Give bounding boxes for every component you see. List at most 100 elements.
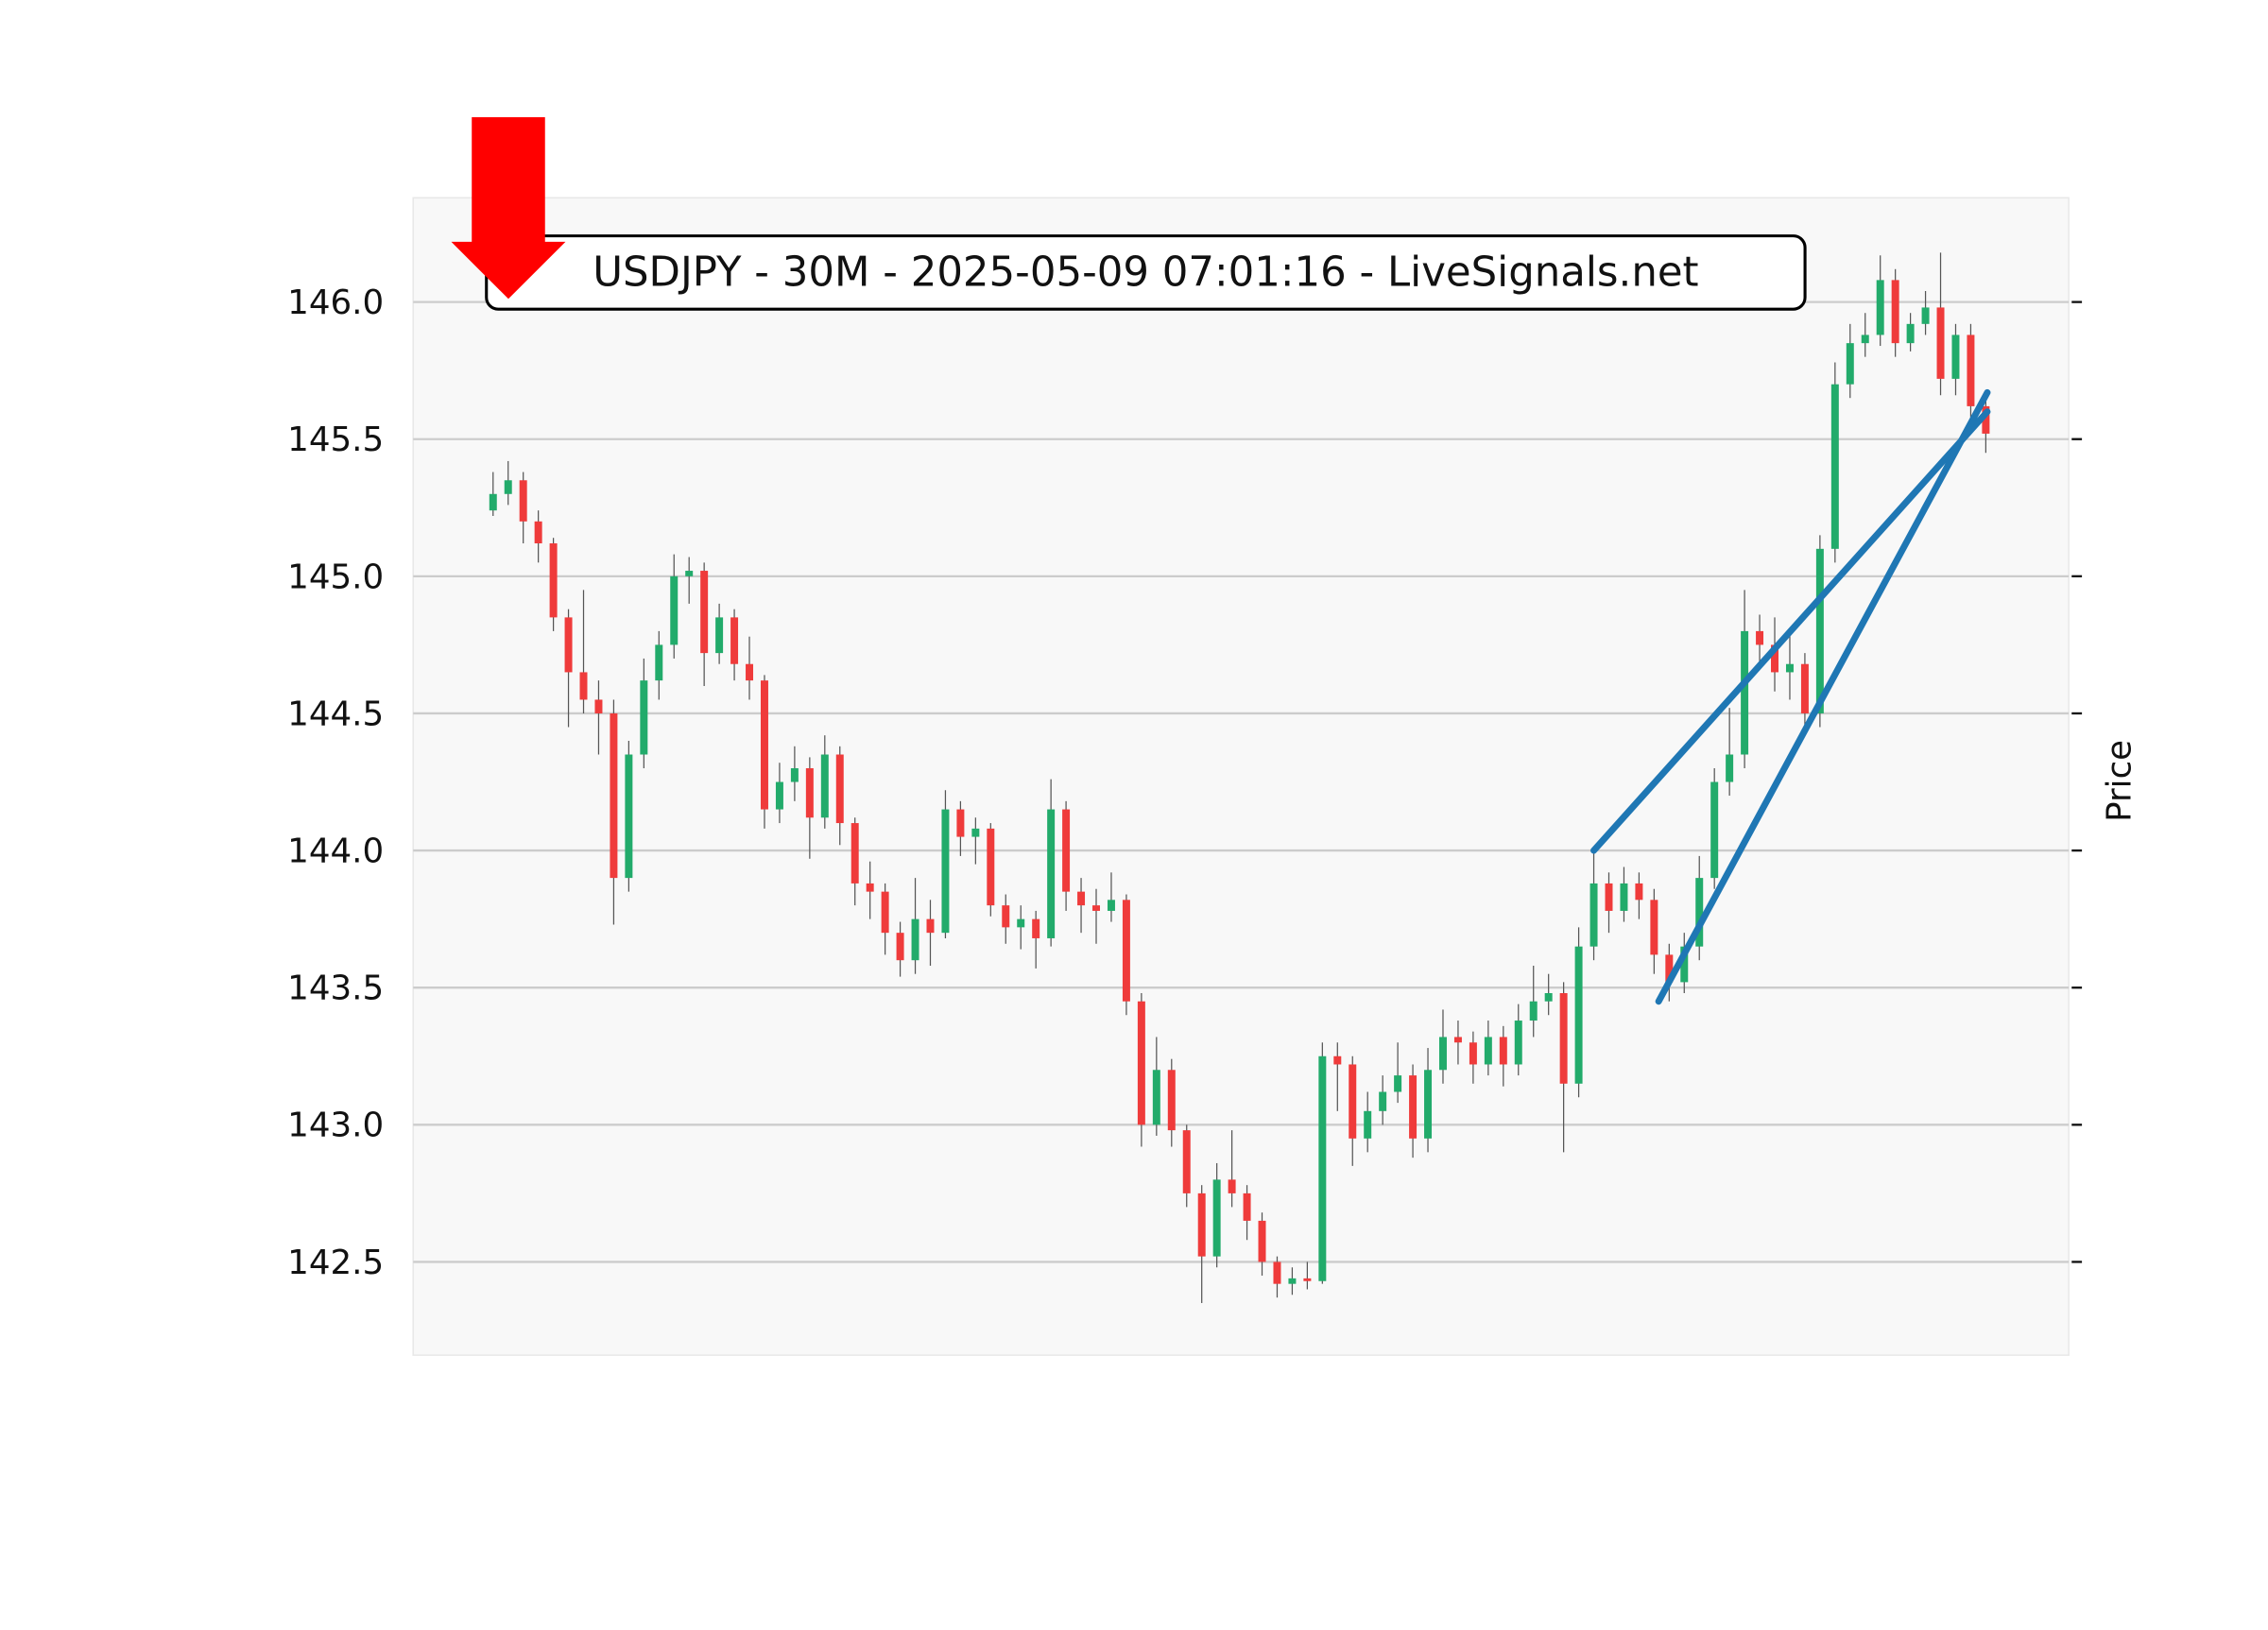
candle-body xyxy=(1800,663,1809,713)
candle-body xyxy=(1876,280,1884,335)
candle-body xyxy=(1846,343,1854,385)
y-axis-label: Price xyxy=(2100,740,2139,822)
candle-body xyxy=(564,617,573,673)
candle-body xyxy=(1212,1179,1221,1257)
candle-body xyxy=(1815,548,1824,713)
candle-body xyxy=(1424,1070,1433,1139)
candle-body xyxy=(1982,405,1990,434)
candle-body xyxy=(625,754,633,879)
candle-body xyxy=(896,933,904,961)
candle-body xyxy=(670,575,679,645)
candle-body xyxy=(987,828,995,906)
arrow-head xyxy=(451,241,566,300)
candle-body xyxy=(820,754,829,818)
candle-body xyxy=(700,571,709,654)
y-tick-label: 143.0 xyxy=(287,1107,384,1145)
candle-body xyxy=(790,768,799,782)
candle-body xyxy=(1529,1001,1538,1021)
candle-body xyxy=(1756,630,1764,645)
candle-body xyxy=(1092,905,1100,911)
candle-body xyxy=(1394,1075,1402,1092)
candle-body xyxy=(941,809,950,934)
candle-body xyxy=(1967,335,1975,406)
chart-title: USDJPY - 30M - 2025-05-09 07:01:16 - Liv… xyxy=(593,249,1698,296)
y-tick-label: 146.0 xyxy=(287,283,384,322)
candle-body xyxy=(1197,1192,1206,1257)
candle-body xyxy=(1726,754,1734,782)
candle-body xyxy=(655,644,663,681)
candle-body xyxy=(1830,384,1839,549)
candle-body xyxy=(1017,918,1025,928)
candle-body xyxy=(1152,1070,1160,1125)
candle-body xyxy=(579,672,588,700)
candle-body xyxy=(1167,1070,1176,1131)
candle-body xyxy=(1409,1075,1418,1139)
candle-body xyxy=(1002,905,1010,928)
plot-area xyxy=(412,197,2070,1356)
candle-body xyxy=(866,883,874,892)
candle-body xyxy=(1499,1037,1507,1065)
signal-arrow xyxy=(451,117,566,300)
candle-body xyxy=(1333,1055,1342,1065)
candle-body xyxy=(1047,809,1056,938)
candle-body xyxy=(850,823,859,884)
candle-body xyxy=(489,493,497,511)
candle-body xyxy=(971,828,980,837)
candle-body xyxy=(1137,1001,1145,1125)
candle-body xyxy=(1062,809,1071,892)
candle-body xyxy=(1951,335,1960,379)
candle-body xyxy=(1695,878,1704,947)
candle-body xyxy=(1559,993,1568,1084)
candle-body xyxy=(1243,1192,1251,1221)
candle-body xyxy=(1620,883,1628,911)
candle-body xyxy=(805,768,814,818)
candle-body xyxy=(1379,1091,1387,1111)
candle-body xyxy=(504,480,512,494)
candle-body xyxy=(1288,1278,1297,1284)
candle-body xyxy=(1741,630,1749,755)
candle-body xyxy=(1936,307,1945,379)
candle-body xyxy=(1891,280,1899,344)
candle-body xyxy=(1438,1037,1447,1071)
candle-body xyxy=(775,781,783,810)
y-tick-label: 144.5 xyxy=(287,695,384,733)
y-tick-label: 143.5 xyxy=(287,969,384,1008)
candle-body xyxy=(1861,335,1869,344)
candle-body xyxy=(1710,781,1719,879)
candle-body xyxy=(1665,954,1674,983)
candle-body xyxy=(1514,1021,1522,1065)
candle-body xyxy=(760,680,768,810)
candle-body xyxy=(1303,1278,1312,1281)
candle-body xyxy=(911,918,919,961)
candle-body xyxy=(1771,644,1778,673)
candle-body xyxy=(715,617,724,654)
y-tick-label: 144.0 xyxy=(287,832,384,870)
candle-body xyxy=(610,712,618,879)
candle-body xyxy=(1650,900,1658,955)
candle-body xyxy=(1680,946,1689,983)
candle-body xyxy=(685,571,694,576)
candle-body xyxy=(1349,1064,1357,1139)
candle-body xyxy=(534,521,542,544)
candle-body xyxy=(1182,1130,1191,1193)
candle-body xyxy=(1635,883,1643,901)
candle-body xyxy=(730,617,739,664)
candle-body xyxy=(1077,891,1086,906)
candle-body xyxy=(594,699,603,713)
candle-body xyxy=(956,809,965,837)
candle-body xyxy=(1228,1179,1236,1193)
trend-line xyxy=(1590,408,1991,854)
candle-body xyxy=(1107,900,1115,911)
y-tick-label: 145.0 xyxy=(287,558,384,596)
candle-body xyxy=(926,918,935,934)
candle-body xyxy=(1318,1055,1327,1281)
y-tick-label: 145.5 xyxy=(287,420,384,459)
candle-body xyxy=(1122,900,1130,1002)
trend-line xyxy=(1655,388,1991,1005)
candle-body xyxy=(1921,307,1930,324)
y-tick-label: 142.5 xyxy=(287,1244,384,1282)
candle-body xyxy=(1469,1042,1477,1065)
candle-body xyxy=(1544,993,1553,1002)
candle-body xyxy=(1032,918,1040,938)
